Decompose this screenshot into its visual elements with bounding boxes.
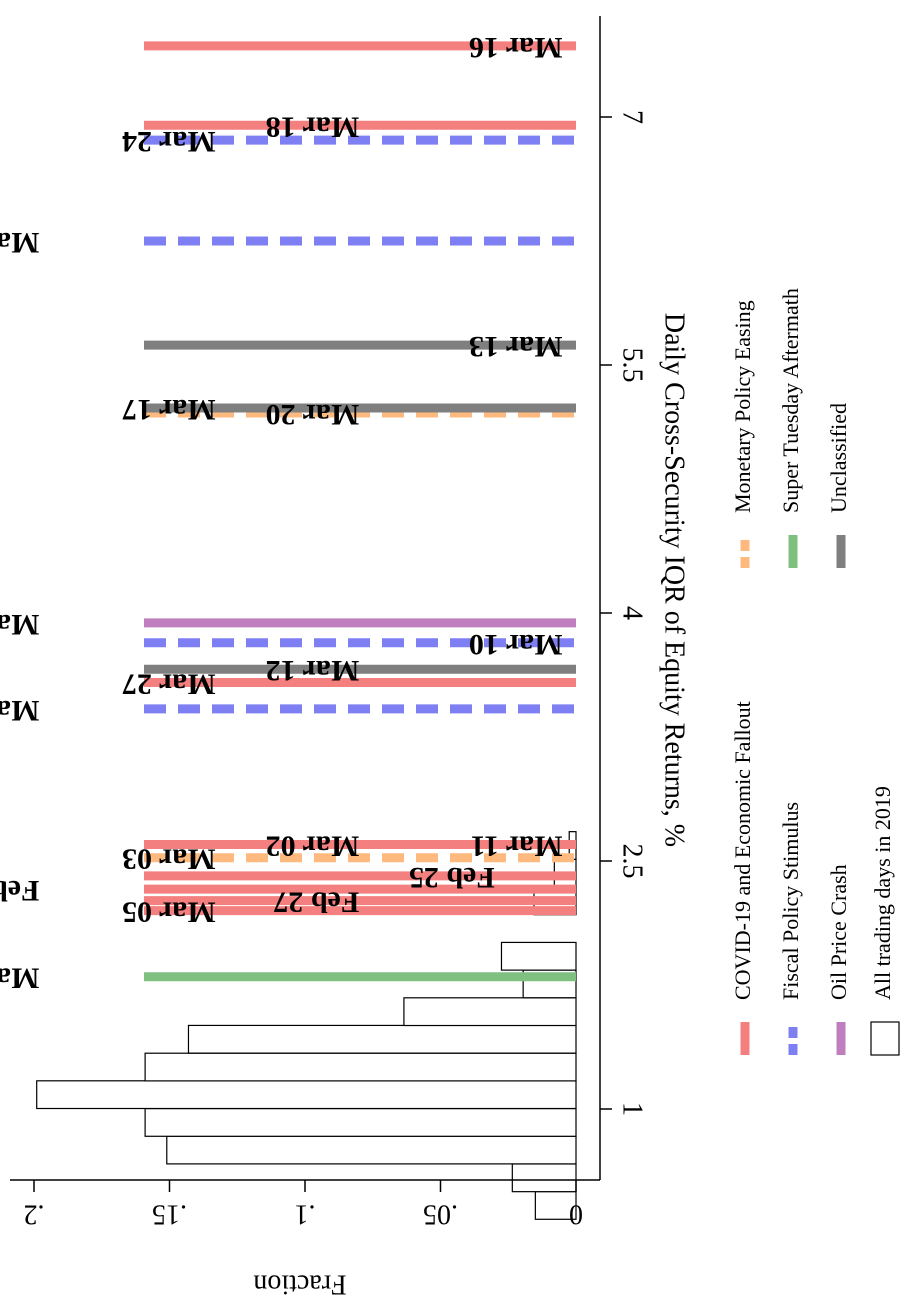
event-label: Mar 18	[266, 110, 360, 143]
event-label: Mar 23	[0, 226, 39, 259]
event-label: Mar 20	[266, 398, 360, 431]
event-label: Mar 05	[122, 896, 216, 929]
event-label: Mar 27	[122, 667, 216, 700]
event-label: Mar 24	[122, 125, 216, 158]
legend-label: Unclassified	[826, 403, 851, 513]
legend-label: Fiscal Policy Stimulus	[778, 802, 803, 1000]
plot-area: Mar 04 Mar 05 Feb 27 Feb 24 Feb 25 Mar 03 Mar …	[0, 31, 577, 1220]
y-tick-label: 0	[569, 1199, 583, 1230]
y-tick-label: .15	[152, 1199, 187, 1230]
event-label: Mar 12	[266, 654, 360, 687]
event-label: Mar 04	[0, 962, 39, 995]
x-tick-label: 2.5	[617, 844, 648, 879]
legend-label: Oil Price Crash	[826, 864, 851, 1000]
x-axis-title: Daily Cross-Security IQR of Equity Retur…	[659, 313, 690, 847]
legend-label: All trading days in 2019	[870, 786, 895, 1000]
histogram-bar	[500, 941, 577, 971]
x-tick-label: 7	[617, 110, 648, 124]
event-label: Mar 11	[471, 829, 563, 862]
legend-swatch-histogram	[870, 1021, 900, 1056]
legend-label: COVID-19 and Economic Fallout	[730, 701, 755, 1000]
histogram-bar	[36, 1080, 577, 1110]
histogram-bar	[534, 1190, 577, 1220]
y-axis-title: Fraction	[253, 1269, 346, 1300]
x-tick-label: 1	[617, 1102, 648, 1116]
event-label: Mar 17	[122, 393, 216, 426]
histogram-bar	[166, 1135, 577, 1165]
histogram-bar	[144, 1107, 577, 1137]
event-label: Feb 27	[273, 886, 359, 919]
event-label: Mar 13	[469, 330, 563, 363]
event-label: Mar 16	[469, 31, 563, 64]
x-tick-label: 4	[617, 606, 648, 620]
event-label: Feb 24	[0, 874, 39, 907]
legend: COVID-19 and Economic Fallout Fiscal Poli…	[730, 288, 900, 1056]
y-tick-label: .1	[295, 1199, 316, 1230]
event-label: Mar 09	[0, 608, 39, 641]
event-label: Mar 02	[266, 829, 360, 862]
histogram-bar	[144, 1052, 577, 1082]
event-label: Feb 25	[409, 861, 495, 894]
axes: 1 2.5 4 5.5 7 0 .05 .1 .15 .2 Daily Cross-Security…	[10, 16, 690, 1300]
x-tick-label: 5.5	[617, 348, 648, 383]
histogram-bar	[187, 1024, 577, 1054]
legend-label: Monetary Policy Easing	[730, 300, 755, 513]
event-label: Mar 26	[0, 694, 39, 727]
histogram-bar	[403, 997, 577, 1027]
y-tick-label: .05	[423, 1199, 458, 1230]
histogram-bar	[511, 1163, 577, 1193]
legend-label: Super Tuesday Aftermath	[778, 288, 803, 513]
event-label: Mar 03	[122, 843, 216, 876]
y-tick-label: .2	[24, 1199, 45, 1230]
event-label: Mar 10	[469, 628, 563, 661]
